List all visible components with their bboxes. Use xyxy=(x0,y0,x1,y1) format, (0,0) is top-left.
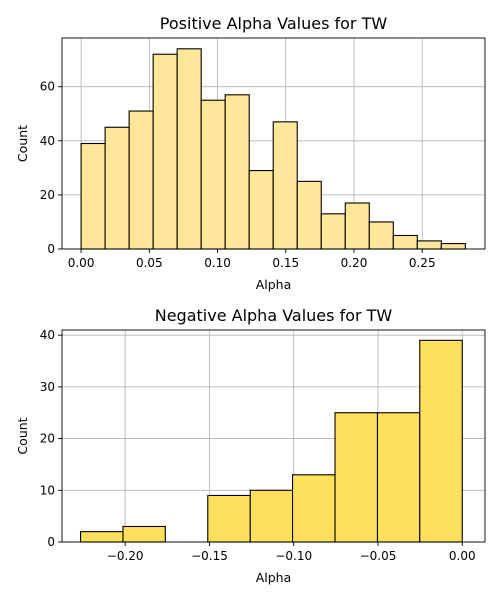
histogram-bar xyxy=(79,531,124,543)
chart-positive: 0.00 0.05 0.10 0.15 0.20 0.25 0 20 40 60 Positive … xyxy=(15,14,486,292)
histogram-bar xyxy=(128,110,154,250)
y-tick-label: 40 xyxy=(40,134,55,148)
x-tick-label: −0.10 xyxy=(275,549,312,563)
histogram-bar xyxy=(176,48,202,250)
y-tick-label: 0 xyxy=(47,242,55,256)
chart-title: Negative Alpha Values for TW xyxy=(155,306,393,325)
histogram-bar xyxy=(224,94,250,250)
x-tick-label: −0.20 xyxy=(107,549,144,563)
histogram-bar xyxy=(334,412,379,543)
histogram-bar xyxy=(272,121,298,250)
y-tick-label: 10 xyxy=(40,483,55,497)
histogram-bar xyxy=(376,412,421,543)
y-tick-label: 20 xyxy=(40,432,55,446)
x-tick-label: 0.25 xyxy=(409,256,436,270)
x-axis-label: Alpha xyxy=(256,570,292,585)
x-tick-label: 0.10 xyxy=(204,256,231,270)
x-tick-label: 0.00 xyxy=(449,549,476,563)
histogram-bar xyxy=(207,494,251,543)
y-tick-label: 30 xyxy=(40,380,55,394)
histogram-bar xyxy=(419,339,463,543)
chart-negative: −0.20 −0.15 −0.10 −0.05 0.00 0 10 20 30 40 Negativ… xyxy=(15,306,486,585)
histogram-bar xyxy=(152,53,178,250)
histogram-bar xyxy=(104,126,130,250)
histogram-bar xyxy=(344,202,370,250)
histogram-bar xyxy=(200,99,226,250)
chart-title: Positive Alpha Values for TW xyxy=(160,14,388,33)
axes-frame xyxy=(61,37,486,250)
histogram-bar xyxy=(122,525,166,543)
histogram-bar xyxy=(296,180,322,250)
y-axis-label: Count xyxy=(15,125,30,162)
x-tick-label: 0.05 xyxy=(136,256,163,270)
histogram-bar xyxy=(80,142,106,250)
axes-frame xyxy=(61,329,486,543)
y-tick-label: 60 xyxy=(40,80,55,94)
histogram-bar xyxy=(248,170,274,250)
x-tick-label: 0.20 xyxy=(341,256,368,270)
y-tick-label: 40 xyxy=(40,328,55,342)
x-axis-label: Alpha xyxy=(256,277,292,292)
histogram-bar xyxy=(320,213,346,250)
y-tick-label: 20 xyxy=(40,188,55,202)
x-tick-label: −0.15 xyxy=(191,549,228,563)
y-tick-label: 0 xyxy=(47,535,55,549)
x-tick-label: 0.15 xyxy=(272,256,299,270)
histogram-bar xyxy=(440,243,466,250)
x-tick-label: −0.05 xyxy=(360,549,397,563)
histogram-bar xyxy=(392,234,418,250)
histogram-bar xyxy=(291,474,336,543)
histogram-bar xyxy=(368,221,394,250)
histogram-bar xyxy=(249,489,294,543)
y-axis-label: Count xyxy=(15,417,30,454)
histogram-bar xyxy=(416,240,442,250)
x-tick-label: 0.00 xyxy=(68,256,95,270)
